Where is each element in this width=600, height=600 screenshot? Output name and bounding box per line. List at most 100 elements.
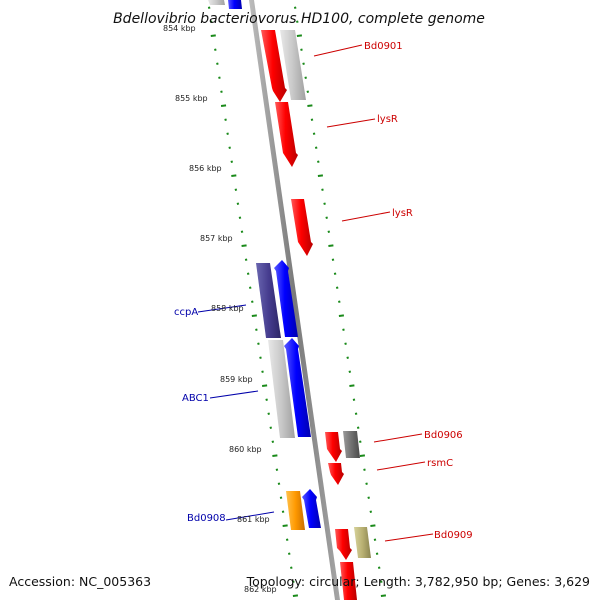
gene-arrow-abc1 bbox=[284, 338, 311, 437]
kbp-label-861: 861 kbp bbox=[237, 515, 270, 524]
scale-tick-outer bbox=[238, 216, 242, 219]
scale-tick-outer bbox=[218, 76, 221, 79]
scale-tick-outer bbox=[226, 132, 229, 135]
scale-tick-inner bbox=[344, 342, 347, 345]
label-line-bd0901 bbox=[313, 44, 363, 57]
gene-label-bd0901[interactable]: Bd0901 bbox=[364, 41, 403, 52]
scale-tick-inner bbox=[370, 524, 376, 527]
scale-tick-outer bbox=[292, 580, 295, 583]
scale-tick-outer bbox=[216, 62, 219, 65]
gene-arrow-lysr-2 bbox=[291, 199, 313, 256]
accession-text: Accession: NC_005363 bbox=[9, 574, 151, 589]
genome-backbone bbox=[249, 0, 340, 600]
scale-tick-inner bbox=[333, 272, 337, 275]
scale-tick-inner bbox=[300, 48, 303, 51]
scale-tick-outer bbox=[269, 426, 273, 429]
scale-tick-outer bbox=[244, 258, 248, 261]
label-line-bd0906 bbox=[373, 433, 423, 443]
scale-tick-outer bbox=[275, 468, 279, 471]
scale-tick-inner bbox=[338, 314, 345, 317]
scale-tick-inner bbox=[293, 6, 297, 9]
scale-tick-inner bbox=[325, 216, 328, 219]
scale-tick-outer bbox=[272, 454, 278, 457]
scale-tick-outer bbox=[241, 244, 247, 247]
scale-tick-outer bbox=[257, 342, 260, 345]
scale-tick-outer bbox=[246, 272, 250, 275]
scale-tick-outer bbox=[287, 552, 291, 555]
scale-tick-inner bbox=[352, 398, 356, 401]
scale-tick-outer bbox=[271, 440, 275, 443]
scale-tick-inner bbox=[359, 454, 366, 457]
label-line-rsmc bbox=[376, 461, 426, 471]
scale-tick-outer bbox=[292, 594, 299, 597]
label-line-lysr-1 bbox=[326, 118, 376, 128]
scale-tick-outer bbox=[285, 538, 289, 541]
gene-label-bd0908[interactable]: Bd0908 bbox=[187, 513, 226, 524]
label-line-ccpa bbox=[197, 304, 247, 313]
scale-tick-inner bbox=[346, 356, 349, 359]
gene-label-lysr-1[interactable]: lysR bbox=[377, 114, 398, 125]
gene-arrow-bd0909 bbox=[335, 529, 352, 560]
gene-arrow-bd0908-homolog bbox=[286, 491, 305, 530]
scale-tick-outer bbox=[234, 188, 238, 191]
scale-tick-inner bbox=[317, 160, 320, 163]
kbp-label-854: 854 kbp bbox=[163, 24, 196, 33]
label-line-abc1 bbox=[209, 390, 259, 399]
gene-label-abc1[interactable]: ABC1 bbox=[182, 393, 209, 404]
scale-tick-outer bbox=[228, 146, 231, 149]
scale-tick-inner bbox=[314, 146, 318, 149]
scale-tick-outer bbox=[255, 328, 258, 331]
scale-tick-inner bbox=[373, 538, 377, 541]
gene-arrow-bd0906 bbox=[325, 432, 342, 462]
kbp-label-862: 862 kbp bbox=[244, 585, 277, 594]
scale-tick-inner bbox=[317, 174, 324, 177]
kbp-label-858: 858 kbp bbox=[211, 304, 244, 313]
scale-tick-outer bbox=[251, 314, 257, 317]
scale-tick-inner bbox=[380, 580, 383, 583]
scale-tick-outer bbox=[251, 300, 254, 303]
scale-tick-inner bbox=[367, 496, 370, 499]
gene-label-bd0906[interactable]: Bd0906 bbox=[424, 430, 463, 441]
scale-tick-outer bbox=[261, 384, 268, 387]
scale-tick-inner bbox=[296, 20, 299, 23]
gene-arrow-top-blue bbox=[228, 0, 242, 9]
scale-tick-inner bbox=[356, 426, 360, 429]
gene-label-bd0909[interactable]: Bd0909 bbox=[434, 530, 473, 541]
gene-arrow-bd0909-homolog bbox=[354, 527, 371, 558]
gene-arrow-bd0901-homolog bbox=[280, 30, 306, 100]
scale-tick-inner bbox=[375, 552, 379, 555]
scale-tick-outer bbox=[277, 482, 281, 485]
scale-tick-inner bbox=[338, 300, 341, 303]
scale-tick-outer bbox=[231, 174, 237, 177]
scale-tick-outer bbox=[265, 398, 268, 401]
label-line-bd0909 bbox=[384, 533, 434, 542]
scale-tick-outer bbox=[230, 160, 234, 163]
gene-label-rsmc[interactable]: rsmC bbox=[427, 458, 453, 469]
gene-label-ccpa[interactable]: ccpA bbox=[174, 307, 198, 318]
gene-label-lysr-2[interactable]: lysR bbox=[392, 208, 413, 219]
scale-tick-inner bbox=[349, 384, 355, 387]
scale-tick-outer bbox=[236, 202, 240, 205]
scale-tick-outer bbox=[220, 90, 223, 93]
scale-tick-outer bbox=[240, 230, 244, 233]
scale-tick-inner bbox=[304, 76, 307, 79]
outer-tick-ring bbox=[207, 6, 299, 597]
kbp-label-859: 859 kbp bbox=[220, 375, 253, 384]
gene-arrow-bd0901 bbox=[261, 30, 287, 102]
kbp-label-857: 857 kbp bbox=[200, 234, 233, 243]
topology-text: Topology: circular; Length: 3,782,950 bp… bbox=[246, 574, 590, 589]
gene-arrow-lysr-1 bbox=[275, 102, 298, 167]
gene-arrow-top-gray bbox=[208, 0, 225, 5]
scale-tick-outer bbox=[209, 20, 213, 23]
scale-tick-outer bbox=[224, 118, 227, 121]
gene-arrow-ccpa bbox=[274, 260, 298, 337]
scale-tick-outer bbox=[261, 370, 264, 373]
scale-tick-inner bbox=[328, 244, 334, 247]
scale-tick-outer bbox=[267, 412, 271, 415]
scale-tick-inner bbox=[310, 118, 314, 121]
kbp-label-855: 855 kbp bbox=[175, 94, 208, 103]
gene-arrow-rsmc bbox=[328, 463, 344, 485]
gene-features bbox=[208, 0, 371, 600]
scale-tick-inner bbox=[354, 412, 358, 415]
